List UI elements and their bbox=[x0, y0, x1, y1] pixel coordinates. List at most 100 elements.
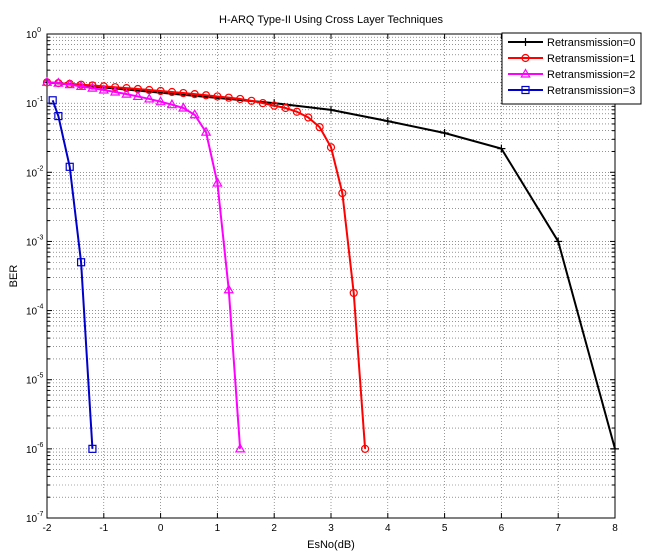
circle-marker bbox=[224, 93, 233, 102]
legend-label: Retransmission=1 bbox=[547, 53, 635, 65]
x-tick-label: 8 bbox=[612, 523, 618, 534]
y-tick-base: 10 bbox=[26, 445, 38, 456]
x-tick-label: -2 bbox=[43, 523, 52, 534]
plus-marker bbox=[327, 105, 335, 114]
x-tick-label: 7 bbox=[555, 523, 561, 534]
y-tick-label: 10-4 bbox=[26, 304, 43, 318]
circle-marker bbox=[338, 188, 347, 198]
x-tick-label: 6 bbox=[499, 523, 505, 534]
plus-marker bbox=[521, 38, 530, 46]
plus-marker bbox=[611, 444, 619, 453]
triangle-marker bbox=[178, 102, 189, 112]
y-tick-exponent: -7 bbox=[37, 511, 43, 518]
y-tick-label: 10-6 bbox=[26, 442, 43, 456]
y-tick-exponent: -1 bbox=[37, 96, 43, 103]
y-tick-exponent: 0 bbox=[37, 27, 41, 34]
y-tick-base: 10 bbox=[26, 99, 38, 110]
x-tick-label: 3 bbox=[328, 523, 334, 534]
triangle-marker bbox=[520, 68, 531, 78]
chart-title: H-ARQ Type-II Using Cross Layer Techniqu… bbox=[219, 14, 443, 26]
triangle-marker bbox=[223, 284, 234, 294]
legend-label: Retransmission=3 bbox=[547, 85, 635, 97]
x-axis-label: EsNo(dB) bbox=[307, 539, 355, 551]
y-tick-exponent: -4 bbox=[37, 304, 43, 311]
triangle-marker bbox=[144, 93, 155, 103]
plus-marker bbox=[383, 117, 392, 126]
square-marker bbox=[88, 444, 97, 453]
triangle-marker bbox=[121, 88, 132, 98]
circle-marker bbox=[281, 103, 290, 113]
x-tick-label: 4 bbox=[385, 523, 391, 534]
y-tick-base: 10 bbox=[26, 514, 38, 525]
y-tick-base: 10 bbox=[26, 307, 38, 318]
triangle-marker bbox=[109, 86, 121, 96]
circle-marker bbox=[236, 94, 245, 104]
y-tick-base: 10 bbox=[26, 168, 38, 179]
circle-marker bbox=[270, 101, 279, 110]
y-tick-label: 10-7 bbox=[26, 511, 43, 525]
triangle-marker bbox=[212, 177, 223, 187]
triangle-marker bbox=[155, 95, 166, 106]
y-tick-base: 10 bbox=[26, 376, 38, 387]
circle-marker bbox=[156, 86, 165, 96]
circle-marker bbox=[122, 84, 131, 93]
circle-marker bbox=[258, 99, 267, 108]
triangle-marker bbox=[53, 77, 64, 87]
y-tick-label: 100 bbox=[26, 27, 41, 41]
triangle-marker bbox=[234, 443, 246, 453]
circle-marker bbox=[201, 91, 211, 100]
circle-marker bbox=[247, 96, 256, 105]
square-marker bbox=[54, 111, 63, 121]
triangle-marker bbox=[166, 98, 178, 109]
square-marker bbox=[65, 162, 74, 171]
circle-marker bbox=[304, 113, 313, 122]
circle-marker bbox=[179, 88, 188, 98]
x-tick-label: 2 bbox=[271, 523, 277, 534]
triangle-marker bbox=[41, 76, 53, 86]
x-tick-label: 0 bbox=[158, 523, 164, 534]
triangle-marker bbox=[132, 90, 144, 101]
x-tick-label: 1 bbox=[215, 523, 221, 534]
circle-marker bbox=[521, 53, 530, 63]
y-tick-label: 10-2 bbox=[26, 165, 43, 179]
square-marker bbox=[48, 96, 57, 105]
x-tick-label: 5 bbox=[442, 523, 448, 534]
square-marker bbox=[76, 258, 86, 267]
triangle-marker bbox=[189, 108, 200, 119]
y-tick-base: 10 bbox=[26, 237, 38, 248]
y-tick-label: 10-3 bbox=[26, 234, 43, 248]
plus-marker bbox=[440, 128, 449, 137]
triangle-marker bbox=[64, 78, 75, 89]
circle-marker bbox=[315, 123, 324, 132]
y-tick-exponent: -2 bbox=[37, 165, 43, 172]
legend: Retransmission=0 Retransmission=1 Retransm… bbox=[501, 32, 642, 105]
triangle-marker bbox=[200, 126, 212, 136]
circle-marker bbox=[111, 83, 120, 92]
legend-label: Retransmission=0 bbox=[547, 37, 635, 49]
series-group bbox=[41, 76, 619, 453]
triangle-marker bbox=[87, 82, 98, 92]
plot-area bbox=[47, 34, 615, 518]
plus-marker bbox=[497, 144, 506, 153]
y-tick-label: 10-1 bbox=[26, 96, 43, 110]
circle-marker bbox=[326, 143, 336, 152]
triangle-marker bbox=[98, 84, 110, 94]
circle-marker bbox=[167, 87, 177, 97]
circle-marker bbox=[349, 288, 358, 298]
series-line bbox=[51, 99, 94, 449]
y-tick-exponent: -6 bbox=[37, 442, 43, 449]
square-marker bbox=[521, 85, 530, 95]
series-3 bbox=[48, 96, 97, 453]
y-axis-label: BER bbox=[8, 265, 20, 288]
series-line bbox=[46, 81, 616, 450]
circle-marker bbox=[213, 92, 222, 101]
triangle-marker bbox=[75, 80, 87, 90]
y-tick-label: 10-5 bbox=[26, 373, 43, 387]
plus-marker bbox=[554, 237, 563, 246]
y-tick-exponent: -5 bbox=[37, 373, 43, 380]
legend-label: Retransmission=2 bbox=[547, 69, 635, 81]
circle-marker bbox=[190, 90, 199, 99]
x-tick-label: -1 bbox=[99, 523, 108, 534]
series-2 bbox=[41, 76, 246, 453]
circle-marker bbox=[360, 444, 370, 453]
